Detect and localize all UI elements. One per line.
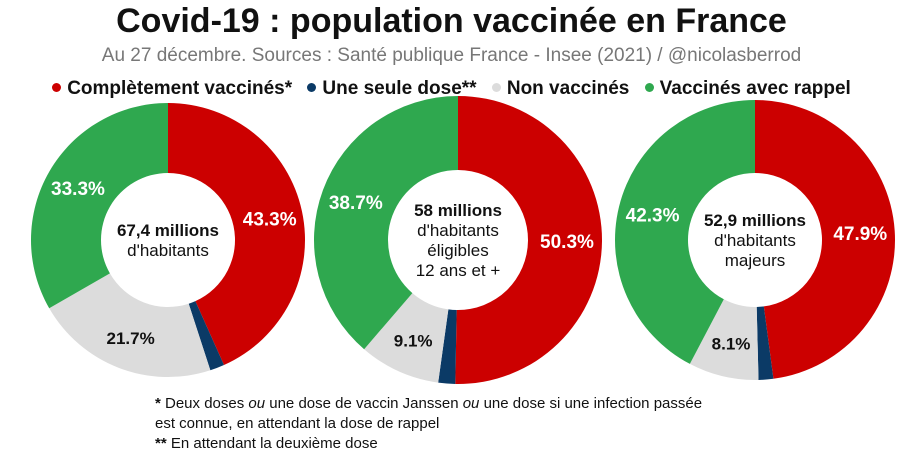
donut-3-label-4: 42.3%	[626, 206, 680, 227]
legend-dot-unvaccinated	[491, 83, 501, 92]
donut-3-slice-4	[615, 100, 755, 364]
legend-dot-booster	[644, 83, 654, 92]
donut-1-slice-3	[49, 273, 211, 378]
donut-2-center-line-4: 12 ans et +	[416, 261, 501, 280]
donut-2-slice-1	[455, 96, 602, 384]
footnote-1-marker: *	[155, 395, 161, 412]
legend-label-complete: Complètement vaccinés*	[67, 78, 293, 99]
legend-item-one-dose: Une seule dose**	[307, 78, 477, 100]
legend-label-unvaccinated: Non vaccinés	[506, 78, 630, 99]
footnote-1-text-2: une dose de vaccin Janssen	[265, 395, 463, 412]
footnote-1-text: Deux doses	[160, 395, 249, 412]
donut-3-slice-3	[689, 299, 759, 380]
footnote-1-italic-1: ou	[248, 395, 266, 412]
footnote-1-continued: est connue, en attendant la dose de rapp…	[155, 415, 440, 432]
donut-1-center-line-2: d'habitants	[127, 241, 209, 260]
legend-dot-one-dose	[307, 83, 317, 92]
donut-2-slice-3	[364, 293, 449, 383]
footnote-1-italic-2: ou	[462, 395, 480, 412]
donut-3-center-line-1: 52,9 millions	[704, 211, 806, 230]
donut-1-label-1: 43.3%	[243, 209, 297, 230]
donut-2-center-line-3: éligibles	[427, 241, 488, 260]
donut-1-label-3: 21.7%	[107, 329, 155, 348]
donut-2-label-4: 38.7%	[329, 193, 383, 214]
donut-2-center-line-1: 58 millions	[414, 201, 502, 220]
donut-3-slice-1	[755, 100, 895, 379]
donut-2-label-3: 9.1%	[394, 331, 433, 350]
footnote-2: ** En attendant la deuxième dose	[155, 434, 702, 454]
legend: Complètement vaccinés* Une seule dose** …	[0, 78, 903, 100]
legend-label-booster: Vaccinés avec rappel	[659, 78, 851, 99]
chart-subtitle: Au 27 décembre. Sources : Santé publique…	[101, 45, 802, 66]
donut-1-slice-4	[30, 103, 169, 309]
donut-1-slice-1	[168, 103, 305, 366]
legend-item-complete: Complètement vaccinés*	[52, 78, 292, 100]
legend-item-unvaccinated: Non vaccinés	[491, 78, 630, 100]
legend-label-one-dose: Une seule dose**	[322, 78, 477, 99]
donut-3-center-line-3: majeurs	[725, 251, 785, 270]
donut-3-center-line-2: d'habitants	[714, 231, 796, 250]
donut-2-slice-2	[438, 309, 457, 384]
footnote-1: * Deux doses ou une dose de vaccin Janss…	[155, 394, 702, 414]
donut-1-slice-2	[188, 301, 224, 371]
donut-3-label-3: 8.1%	[712, 335, 751, 354]
donut-2-center-line-2: d'habitants	[417, 221, 499, 240]
footnote-2-marker: **	[155, 435, 167, 452]
donut-3-slice-2	[756, 306, 774, 380]
footnote-2-text: En attendant la deuxième dose	[166, 435, 378, 452]
donut-2-slice-4	[314, 96, 458, 350]
footnote-1-text-3: une dose si une infection passée	[479, 395, 703, 412]
donut-2-label-1: 50.3%	[540, 232, 594, 253]
footnotes: * Deux doses ou une dose de vaccin Janss…	[155, 394, 702, 454]
legend-dot-complete	[52, 83, 62, 92]
chart-title: Covid-19 : population vaccinée en France	[116, 2, 787, 40]
donut-1-label-4: 33.3%	[51, 179, 105, 200]
legend-item-booster: Vaccinés avec rappel	[644, 78, 851, 100]
donut-3-label-1: 47.9%	[833, 224, 887, 245]
donut-1-center-line-1: 67,4 millions	[117, 221, 219, 240]
